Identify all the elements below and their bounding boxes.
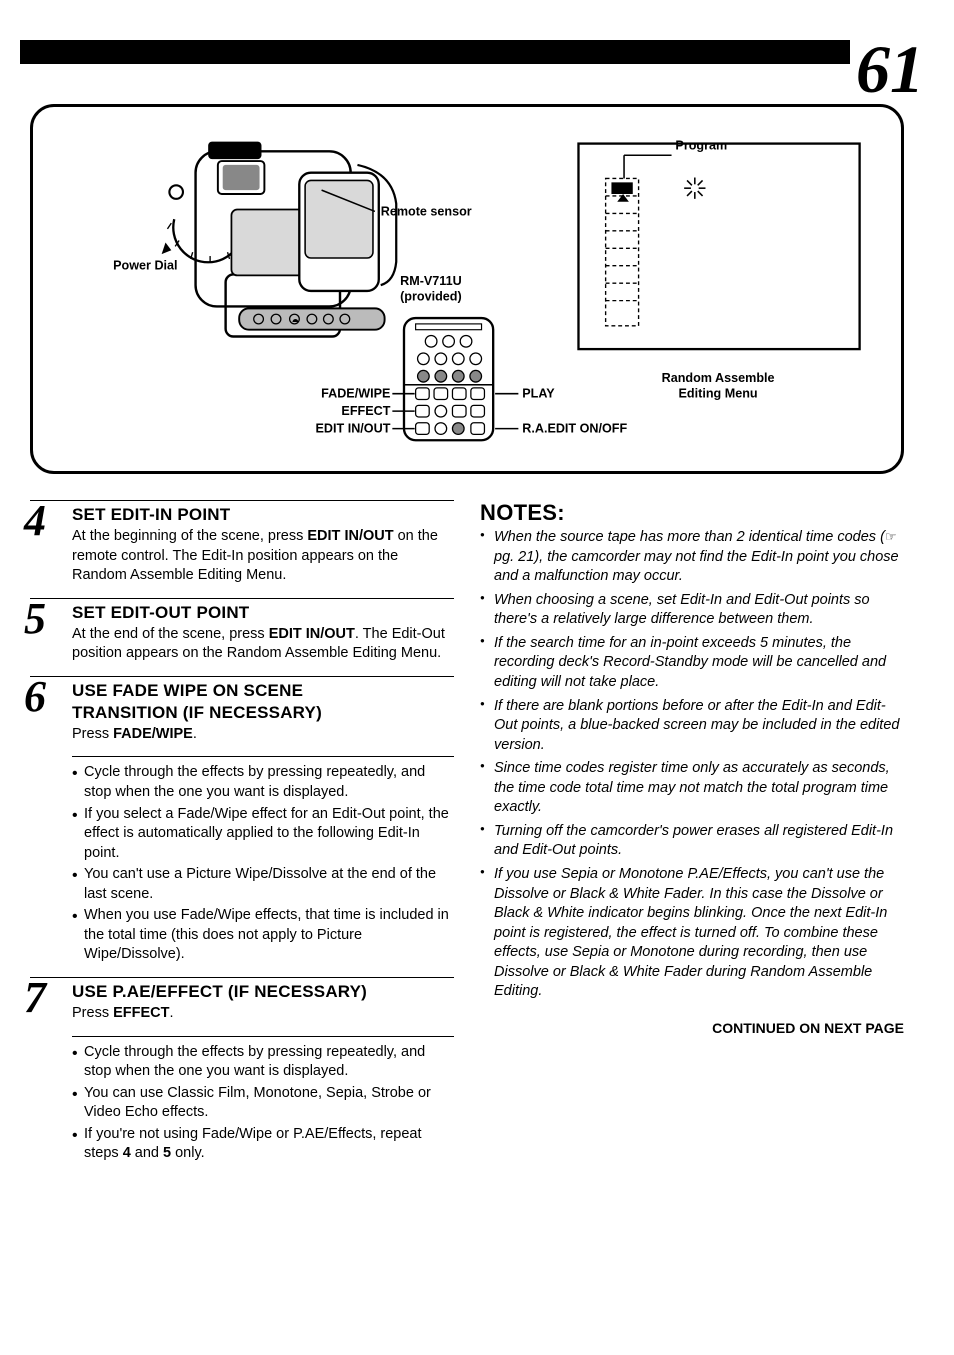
- note-item: When choosing a scene, set Edit-In and E…: [480, 591, 904, 630]
- header-bar: [20, 40, 914, 64]
- bullet: If you're not using Fade/Wipe or P.AE/Ef…: [72, 1125, 454, 1164]
- divider: [72, 1036, 454, 1037]
- content-columns: 4 SET EDIT-IN POINT At the beginning of …: [20, 500, 914, 1166]
- step-title-a: USE FADE WIPE ON SCENE: [72, 681, 454, 701]
- step-body: Press FADE/WIPE.: [72, 725, 454, 745]
- label-ra-edit: R.A.EDIT ON/OFF: [522, 421, 627, 435]
- label-power-dial: Power Dial: [113, 259, 177, 273]
- step-6-bullets: Cycle through the effects by pressing re…: [30, 763, 454, 965]
- note-item: Since time codes register time only as a…: [480, 759, 904, 818]
- note-item: If you use Sepia or Monotone P.AE/Effect…: [480, 865, 904, 1002]
- step-6: 6 USE FADE WIPE ON SCENE TRANSITION (IF …: [30, 676, 454, 745]
- label-effect: EFFECT: [341, 404, 390, 418]
- notes-heading: NOTES:: [480, 500, 904, 526]
- pointing-hand-icon: ☞: [885, 529, 897, 544]
- label-play: PLAY: [522, 387, 555, 401]
- bullet: When you use Fade/Wipe effects, that tim…: [72, 906, 454, 965]
- equipment-diagram: Power Dial Remote sensor RM-V711U (provi…: [30, 104, 904, 474]
- note-item: Turning off the camcorder's power erases…: [480, 822, 904, 861]
- step-5: 5 SET EDIT-OUT POINT At the end of the s…: [30, 598, 454, 664]
- step-title: USE P.AE/EFFECT (IF NECESSARY): [72, 982, 454, 1002]
- step-number: 6: [24, 675, 46, 719]
- bullet: Cycle through the effects by pressing re…: [72, 763, 454, 802]
- step-body: At the beginning of the scene, press EDI…: [72, 527, 454, 586]
- step-number: 4: [24, 499, 46, 543]
- label-program: Program: [675, 138, 727, 152]
- label-provided: (provided): [400, 290, 462, 304]
- bullet: If you select a Fade/Wipe effect for an …: [72, 805, 454, 864]
- step-7-bullets: Cycle through the effects by pressing re…: [30, 1043, 454, 1164]
- step-title-b: TRANSITION (IF NECESSARY): [72, 703, 454, 723]
- divider: [72, 756, 454, 757]
- notes-list: When the source tape has more than 2 ide…: [480, 528, 904, 1002]
- page-header: 61: [20, 40, 914, 88]
- step-7: 7 USE P.AE/EFFECT (IF NECESSARY) Press E…: [30, 977, 454, 1024]
- step-title: SET EDIT-IN POINT: [72, 505, 454, 525]
- label-menu2: Editing Menu: [679, 387, 758, 401]
- left-column: 4 SET EDIT-IN POINT At the beginning of …: [30, 500, 454, 1166]
- step-number: 7: [24, 976, 46, 1020]
- step-4: 4 SET EDIT-IN POINT At the beginning of …: [30, 500, 454, 586]
- page-number: 61: [850, 30, 924, 109]
- camcorder-icon: [162, 142, 397, 337]
- step-number: 5: [24, 597, 46, 641]
- bullet: Cycle through the effects by pressing re…: [72, 1043, 454, 1082]
- continued-text: CONTINUED ON NEXT PAGE: [480, 1020, 904, 1036]
- label-remote-sensor: Remote sensor: [381, 204, 472, 218]
- label-fade-wipe: FADE/WIPE: [321, 387, 390, 401]
- step-title: SET EDIT-OUT POINT: [72, 603, 454, 623]
- diagram-svg: Power Dial Remote sensor RM-V711U (provi…: [55, 129, 879, 449]
- label-menu1: Random Assemble: [662, 371, 775, 385]
- bullet: You can use Classic Film, Monotone, Sepi…: [72, 1084, 454, 1123]
- note-item: When the source tape has more than 2 ide…: [480, 528, 904, 587]
- step-body: Press EFFECT.: [72, 1004, 454, 1024]
- editing-menu-screen: [578, 144, 859, 350]
- note-item: If the search time for an in-point excee…: [480, 634, 904, 693]
- label-rm: RM-V711U: [400, 274, 462, 288]
- remote-icon: [404, 318, 493, 440]
- right-column: NOTES: When the source tape has more tha…: [480, 500, 904, 1166]
- label-edit-in-out: EDIT IN/OUT: [316, 421, 391, 435]
- note-item: If there are blank portions before or af…: [480, 697, 904, 756]
- bullet: You can't use a Picture Wipe/Dissolve at…: [72, 865, 454, 904]
- step-body: At the end of the scene, press EDIT IN/O…: [72, 625, 454, 664]
